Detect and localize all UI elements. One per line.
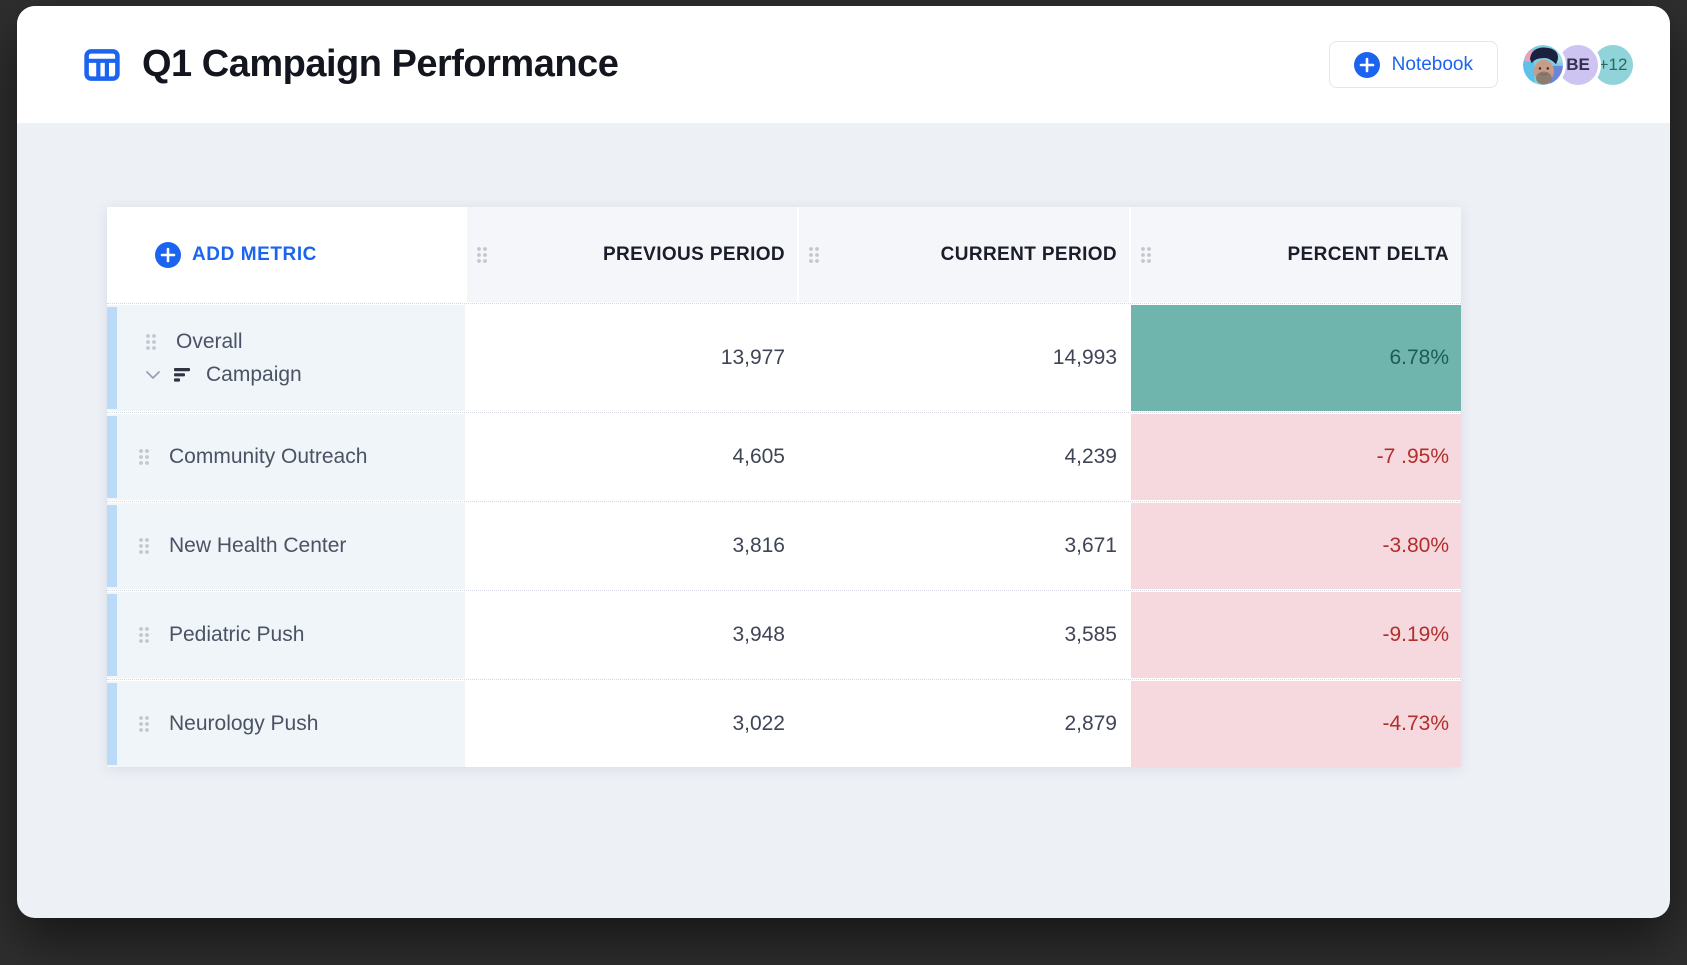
column-drag-handle-icon[interactable]: [1140, 246, 1152, 264]
notebook-button-label: Notebook: [1391, 53, 1473, 75]
drag-handle-icon[interactable]: [138, 626, 150, 644]
column-header-label: PERCENT DELTA: [1287, 243, 1449, 265]
percent-delta-cell[interactable]: -7 .95%: [1131, 414, 1461, 500]
previous-period-cell[interactable]: 4,605: [467, 414, 797, 500]
column-header-label: CURRENT PERIOD: [940, 243, 1117, 265]
page-title: Q1 Campaign Performance: [142, 43, 619, 85]
metrics-table: ADD METRIC PREVIOUS PERIOD CURRENT PERIO…: [107, 207, 1461, 767]
column-drag-handle-icon[interactable]: [476, 246, 488, 264]
card-body: ADD METRIC PREVIOUS PERIOD CURRENT PERIO…: [17, 123, 1670, 918]
dashboard-card: Q1 Campaign Performance Notebook: [17, 6, 1670, 918]
drag-handle-icon[interactable]: [138, 537, 150, 555]
column-drag-handle-icon[interactable]: [808, 246, 820, 264]
row-accent-bar: [107, 683, 117, 765]
previous-period-cell[interactable]: 3,022: [467, 681, 797, 767]
row-accent-bar: [107, 594, 117, 676]
metric-name-cell[interactable]: New Health Center: [107, 503, 465, 589]
metric-name: Pediatric Push: [169, 623, 305, 646]
row-accent-bar: [107, 505, 117, 587]
table-body: Overall Campaign 13,977 14,993 6.78% Comm…: [107, 303, 1461, 767]
percent-delta-cell[interactable]: -4.73%: [1131, 681, 1461, 767]
current-period-cell[interactable]: 3,585: [799, 592, 1129, 678]
metric-name: Community Outreach: [169, 445, 368, 468]
metric-name: Campaign: [206, 362, 302, 386]
percent-delta-cell[interactable]: -9.19%: [1131, 592, 1461, 678]
column-header-current-period[interactable]: CURRENT PERIOD: [799, 207, 1129, 302]
add-metric-label: ADD METRIC: [192, 243, 317, 265]
metric-name: New Health Center: [169, 534, 347, 557]
drag-handle-icon[interactable]: [145, 333, 157, 351]
card-header: Q1 Campaign Performance Notebook: [17, 6, 1670, 123]
row-accent-bar: [107, 416, 117, 498]
metric-name-cell[interactable]: Pediatric Push: [107, 592, 465, 678]
avatar-photo[interactable]: [1520, 41, 1566, 88]
table-row: Community Outreach 4,605 4,239 -7 .95%: [107, 412, 1461, 500]
metric-name-cell[interactable]: Neurology Push: [107, 681, 465, 767]
column-header-percent-delta[interactable]: PERCENT DELTA: [1131, 207, 1461, 302]
metric-name-cell[interactable]: Overall Campaign: [107, 305, 465, 411]
previous-period-cell[interactable]: 3,816: [467, 503, 797, 589]
current-period-cell[interactable]: 14,993: [799, 305, 1129, 411]
metric-name-cell[interactable]: Community Outreach: [107, 414, 465, 500]
avatar-initials[interactable]: BE: [1555, 41, 1601, 88]
table-row: New Health Center 3,816 3,671 -3.80%: [107, 501, 1461, 589]
table-row: Pediatric Push 3,948 3,585 -9.19%: [107, 590, 1461, 678]
plus-circle-icon: [155, 241, 181, 268]
metric-name: Neurology Push: [169, 712, 319, 735]
percent-delta-cell[interactable]: -3.80%: [1131, 503, 1461, 589]
plus-circle-icon: [1353, 51, 1380, 78]
row-accent-bar: [107, 307, 117, 409]
previous-period-cell[interactable]: 3,948: [467, 592, 797, 678]
current-period-cell[interactable]: 3,671: [799, 503, 1129, 589]
table-header-row: ADD METRIC PREVIOUS PERIOD CURRENT PERIO…: [107, 207, 1461, 302]
table-row: Neurology Push 3,022 2,879 -4.73%: [107, 679, 1461, 767]
column-header-label: PREVIOUS PERIOD: [602, 243, 785, 265]
chevron-down-icon[interactable]: [145, 370, 161, 380]
column-header-previous-period[interactable]: PREVIOUS PERIOD: [467, 207, 797, 302]
header-actions: Notebook: [1328, 41, 1636, 88]
current-period-cell[interactable]: 4,239: [799, 414, 1129, 500]
current-period-cell[interactable]: 2,879: [799, 681, 1129, 767]
metric-name: Overall: [176, 329, 243, 353]
notebook-button[interactable]: Notebook: [1328, 41, 1498, 88]
previous-period-cell[interactable]: 13,977: [467, 305, 797, 411]
avatar-group: BE +12: [1520, 41, 1636, 88]
board-table-icon: [81, 44, 123, 86]
metric-bars-icon: [174, 367, 192, 382]
drag-handle-icon[interactable]: [138, 715, 150, 733]
add-metric-button[interactable]: ADD METRIC: [107, 207, 465, 302]
percent-delta-cell[interactable]: 6.78%: [1131, 305, 1461, 411]
table-row: Overall Campaign 13,977 14,993 6.78%: [107, 303, 1461, 411]
title-group: Q1 Campaign Performance: [81, 43, 619, 86]
drag-handle-icon[interactable]: [138, 448, 150, 466]
